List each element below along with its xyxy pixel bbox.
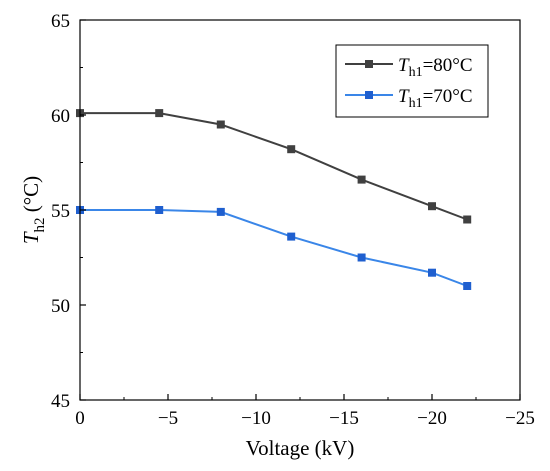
x-tick-label: −25 [505,408,535,429]
y-tick-label: 50 [51,296,70,317]
plot-layer [76,109,472,290]
y-tick-label: 55 [51,201,70,222]
series-line-1 [80,112,468,221]
legend-marker-1 [365,60,373,68]
y-axis-ticks: 45 50 55 60 65 [51,11,86,412]
series-2-point [216,207,225,216]
series-2-point [357,253,366,262]
series-1-point [357,175,366,184]
legend-label-2-subscript: h1 [409,96,423,111]
x-tick-label: 0 [75,408,85,429]
legend-item-1: Th1=80°C [345,55,473,80]
x-tick-label: −20 [417,408,447,429]
x-tick-label: −10 [241,408,271,429]
legend-label-1-subscript: h1 [409,65,423,80]
series-1-point [428,202,436,211]
y-axis-label-symbol: T [19,231,43,244]
series-2-point [155,206,164,214]
legend-marker-2 [365,91,373,99]
series-1-point [463,215,472,224]
legend: Th1=80°C Th1=70°C [335,44,489,118]
y-tick-label: 60 [51,106,70,127]
y-axis-label-subscript: h2 [32,217,48,232]
x-axis-ticks: 0 −5 −10 −15 −20 −25 [75,394,535,429]
legend-item-2: Th1=70°C [345,86,473,111]
legend-label-1: Th1=80°C [398,55,473,80]
series-line-2 [80,209,468,287]
x-tick-label: −15 [329,408,359,429]
series-1-point [216,120,225,129]
x-axis-label: Voltage (kV) [246,436,355,460]
legend-label-2-symbol: T [398,86,410,107]
legend-box [335,44,489,118]
legend-label-1-value: =80°C [423,55,473,76]
series-2-point [428,268,436,277]
y-axis-label-unit: (°C) [19,176,43,218]
series-2-point [463,282,472,290]
legend-label-2: Th1=70°C [398,86,473,111]
y-axis-label: Th2 (°C) [19,176,48,244]
legend-label-1-symbol: T [398,55,410,76]
legend-label-2-value: =70°C [423,86,473,107]
x-tick-label: −5 [158,408,178,429]
y-tick-label: 65 [51,11,70,32]
series-1-point [155,109,164,118]
series-2-point [287,232,296,241]
y-tick-label: 45 [51,391,70,412]
series-1-point [287,145,296,154]
